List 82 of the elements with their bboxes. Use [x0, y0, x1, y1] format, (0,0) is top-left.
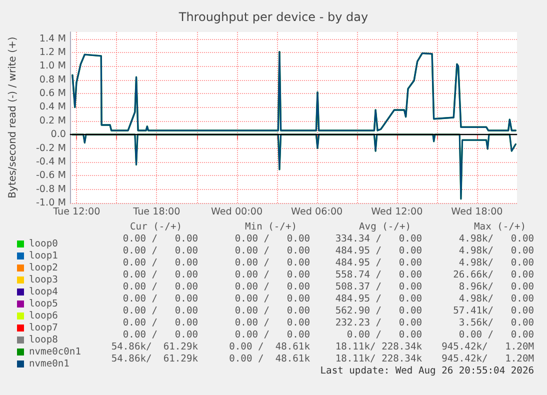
text: Max (-/+)	[474, 222, 526, 232]
text: 0.00 / 0.00	[458, 330, 534, 340]
legend-label: nvme0n1	[29, 358, 70, 370]
text: 0.00 / 48.61k	[229, 354, 310, 364]
text: 4.98k/ 0.00	[458, 294, 534, 304]
y-tick-label: 0.0	[50, 129, 66, 140]
legend-label: loop2	[29, 262, 58, 274]
text: Cur (-/+)	[130, 222, 182, 232]
y-axis-title: Bytes/second read (-) / write (+)	[8, 36, 18, 198]
x-tick-label: Wed 18:00	[451, 206, 503, 218]
text: 562.90 / 0.00	[335, 306, 422, 316]
legend-label: loop1	[29, 250, 58, 262]
y-tick-label: 1.4 M	[39, 33, 66, 44]
x-tick-label: Tue 18:00	[132, 206, 180, 218]
text: 232.23 / 0.00	[335, 318, 422, 328]
text: 334.34 / 0.00	[335, 234, 422, 244]
text: 0.00 / 0.00	[234, 234, 310, 244]
y-tick-label: -0.6 M	[36, 170, 66, 182]
text: Avg (-/+)	[359, 222, 411, 232]
text: 0.00 / 0.00	[122, 330, 198, 340]
text: 18.11k/ 228.34k	[335, 342, 422, 352]
text: 8.96k/ 0.00	[458, 282, 534, 292]
text: 54.86k/ 61.29k	[111, 342, 198, 352]
y-tick-label: 1.2 M	[39, 47, 66, 58]
chart-title: Throughput per device - by day	[178, 10, 368, 24]
text: 4.98k/ 0.00	[458, 234, 534, 244]
text: 945.42k/ 1.20M	[442, 354, 534, 364]
text: 945.42k/ 1.20M	[442, 342, 534, 352]
y-tick-label: -0.4 M	[36, 156, 66, 168]
text: 3.56k/ 0.00	[458, 318, 534, 328]
text: 18.11k/ 228.34k	[335, 354, 422, 364]
text: 0.00 / 0.00	[122, 318, 198, 328]
text: 57.41k/ 0.00	[453, 306, 534, 316]
y-tick-label: -1.0 M	[36, 198, 66, 208]
text: 0.00 / 0.00	[122, 306, 198, 316]
text: 54.86k/ 61.29k	[111, 354, 198, 364]
legend-label: loop5	[29, 298, 58, 310]
line-series	[72, 50, 517, 132]
text: 0.00 / 0.00	[122, 270, 198, 280]
y-tick-label: 0.2 M	[39, 115, 66, 126]
y-tick-label: -0.2 M	[36, 142, 66, 154]
legend-label: loop0	[29, 238, 58, 250]
text: 0.00 / 0.00	[234, 270, 310, 280]
x-tick-label: Wed 00:00	[210, 206, 263, 218]
text: 0.00 / 0.00	[234, 258, 310, 268]
text: 0.00 / 48.61k	[229, 342, 310, 352]
text: 0.00 / 0.00	[122, 234, 198, 244]
text: 0.00 / 0.00	[234, 246, 310, 256]
text: 0.00 / 0.00	[122, 246, 198, 256]
legend-label: loop4	[29, 286, 58, 298]
text: 4.98k/ 0.00	[458, 258, 534, 268]
y-tick-label: 0.6 M	[39, 88, 66, 100]
text: Min (-/+)	[245, 222, 297, 232]
text: Last update: Wed Aug 26 20:55:04 2026	[320, 366, 534, 376]
x-tick-label: Wed 12:00	[371, 206, 423, 218]
y-tick-label: 0.4 M	[39, 102, 66, 113]
text: 0.00 / 0.00	[234, 330, 310, 340]
text: 0.00 / 0.00	[346, 330, 422, 340]
text: 0.00 / 0.00	[234, 294, 310, 304]
text: 0.00 / 0.00	[234, 306, 310, 316]
text: 484.95 / 0.00	[335, 258, 422, 268]
text: 0.00 / 0.00	[122, 258, 198, 268]
legend-label: loop7	[29, 322, 58, 334]
text: 0.00 / 0.00	[234, 318, 310, 328]
text: 484.95 / 0.00	[335, 246, 422, 256]
text: 26.66k/ 0.00	[453, 270, 534, 280]
y-tick-label: 1.0 M	[39, 60, 66, 72]
text: 508.37 / 0.00	[335, 282, 422, 292]
legend-label: loop6	[29, 310, 58, 322]
text: 0.00 / 0.00	[234, 282, 310, 292]
legend-label: loop8	[29, 334, 58, 346]
text: 0.00 / 0.00	[122, 294, 198, 304]
legend-label: nvme0c0n1	[29, 346, 82, 358]
x-tick-label: Tue 12:00	[52, 206, 100, 218]
x-tick-label: Wed 06:00	[291, 206, 343, 218]
text: 558.74 / 0.00	[335, 270, 422, 280]
y-tick-label: 0.8 M	[39, 74, 66, 86]
text: 4.98k/ 0.00	[458, 246, 534, 256]
text: 0.00 / 0.00	[122, 282, 198, 292]
legend-label: loop3	[29, 274, 58, 286]
text: 484.95 / 0.00	[335, 294, 422, 304]
y-tick-label: -0.8 M	[36, 184, 66, 195]
